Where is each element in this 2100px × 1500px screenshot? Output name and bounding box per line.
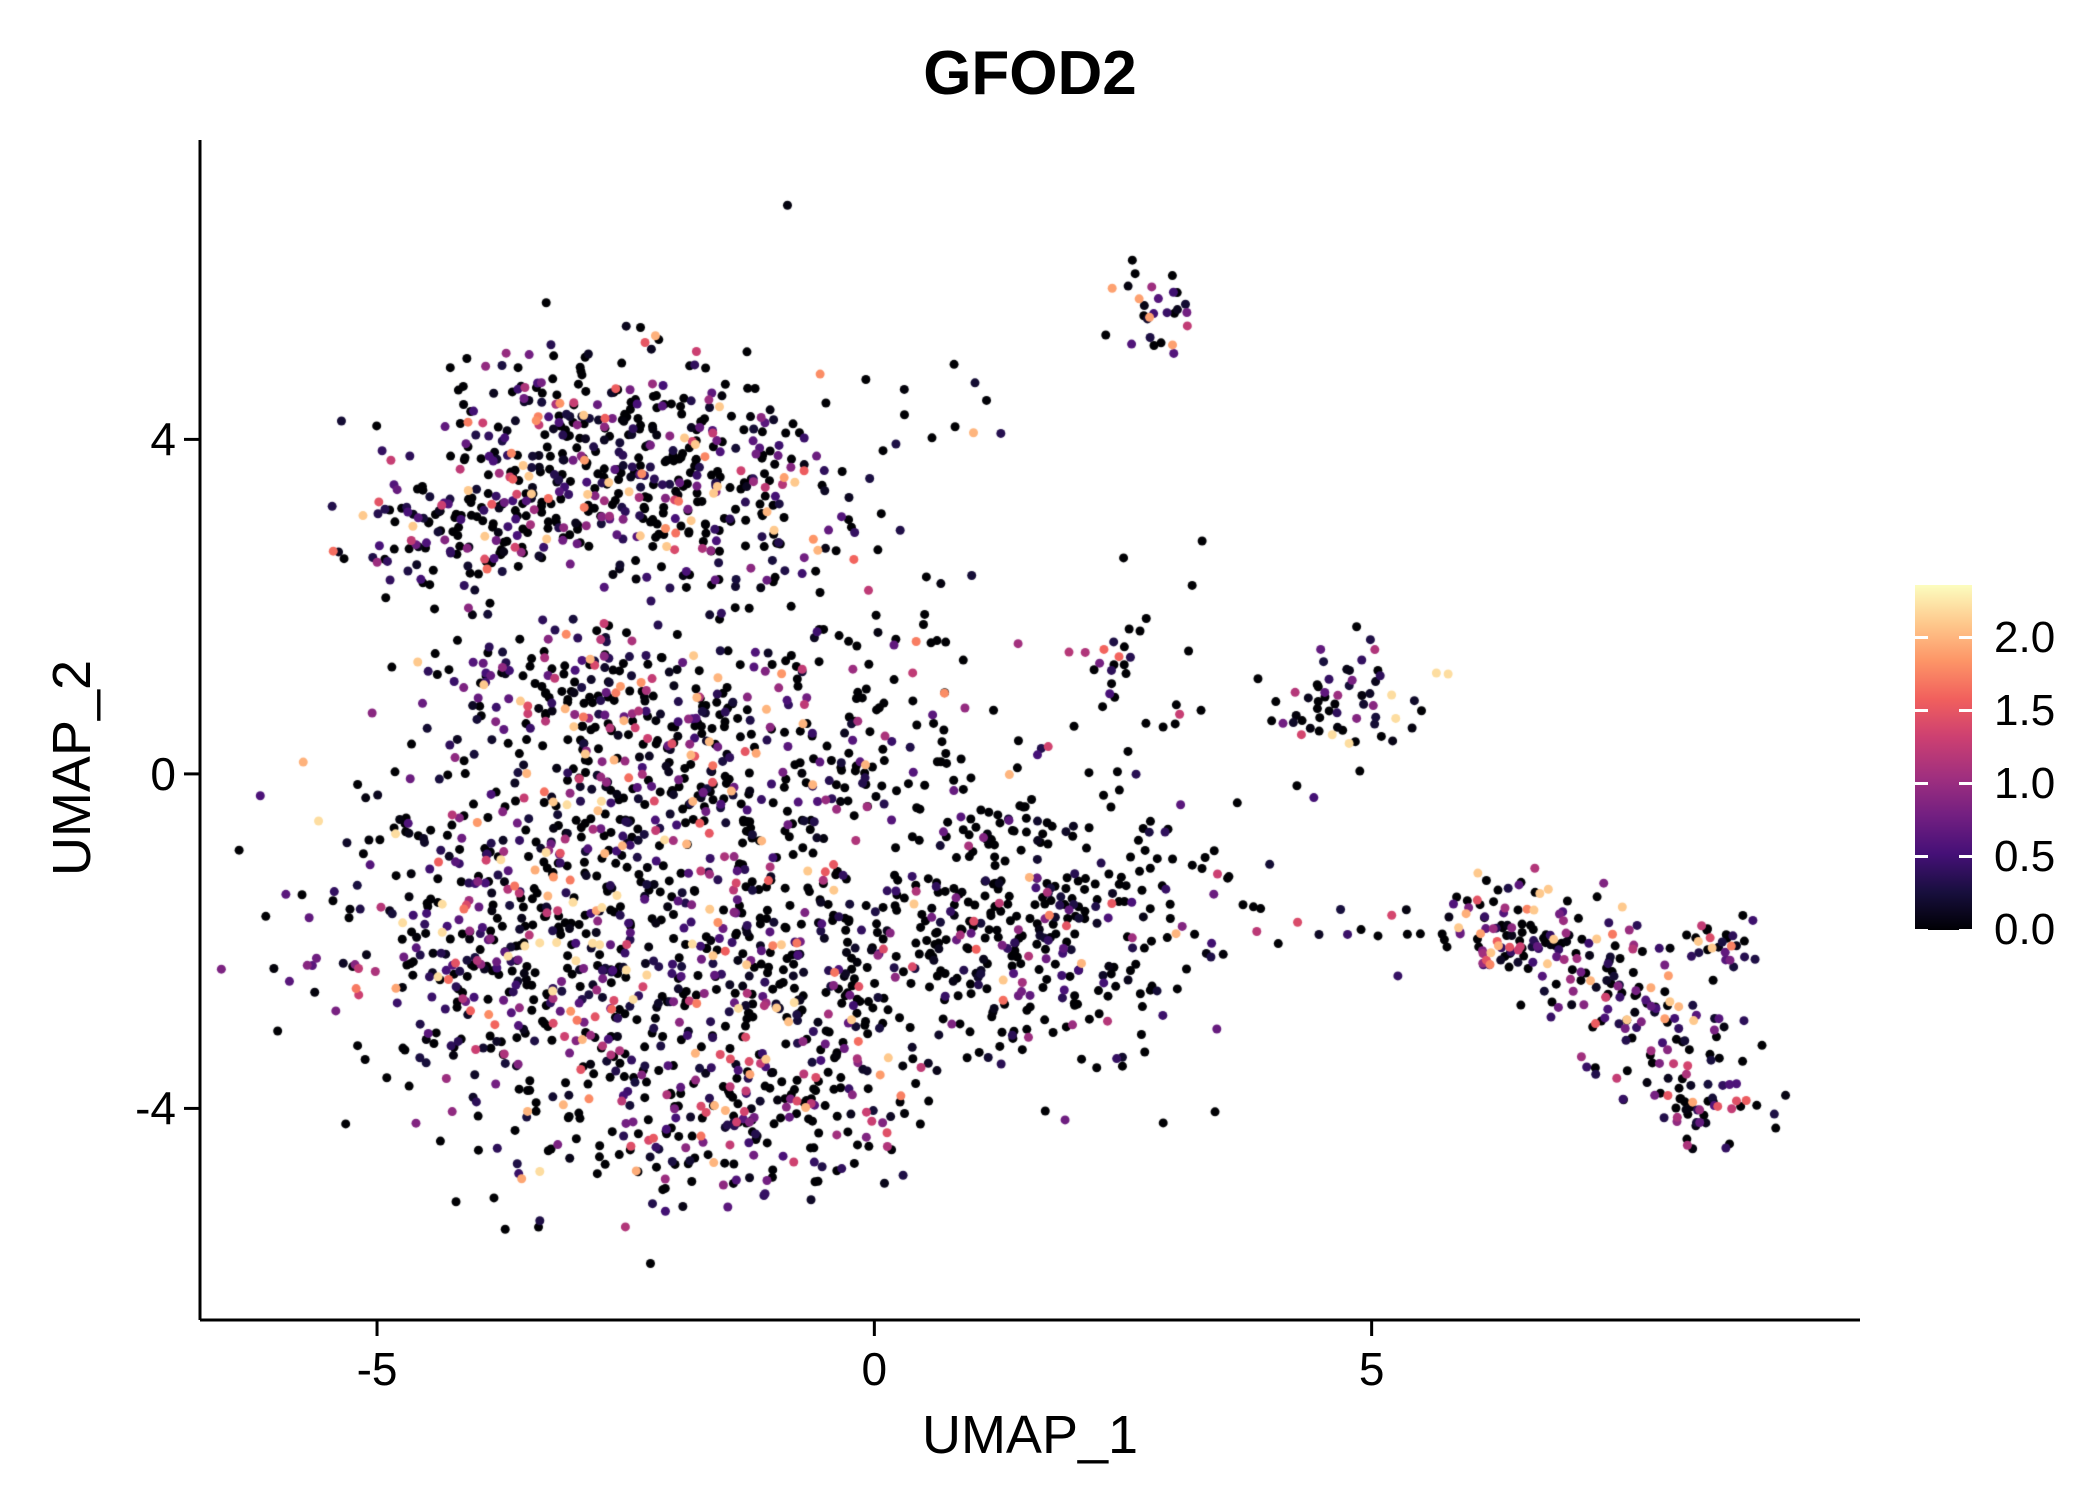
colorbar-tick-mark: [1959, 782, 1972, 786]
colorbar-tick-mark: [1959, 855, 1972, 859]
x-tick-label: -5: [356, 1343, 398, 1395]
colorbar-tick-label: 2.0: [1994, 612, 2056, 662]
colorbar-tick-mark: [1959, 709, 1972, 713]
colorbar-tick-mark: [1915, 636, 1928, 640]
y-tick-label: 0: [150, 747, 176, 800]
colorbar-tick-label: 0.5: [1994, 831, 2056, 881]
colorbar-tick-mark: [1915, 928, 1928, 932]
y-axis-title: UMAP_2: [42, 659, 102, 877]
y-tick-label: -4: [135, 1082, 176, 1135]
x-tick-label: 0: [861, 1343, 888, 1395]
colorbar-tick-mark: [1915, 855, 1928, 859]
expression-colorbar: [1915, 585, 1972, 930]
x-tick-label: 5: [1358, 1343, 1385, 1395]
colorbar-tick-label: 0.0: [1994, 905, 2056, 954]
x-axis-title: UMAP_1: [921, 1405, 1139, 1465]
colorbar-tick-label: 1.5: [1994, 685, 2056, 735]
colorbar-tick-mark: [1959, 636, 1972, 640]
colorbar-tick-mark: [1915, 709, 1928, 713]
colorbar-tick-mark: [1959, 928, 1972, 932]
colorbar-tick-mark: [1915, 782, 1928, 786]
y-tick-label: 4: [150, 413, 176, 466]
chart-title: GFOD2: [923, 39, 1137, 108]
colorbar-tick-label: 1.0: [1994, 758, 2056, 808]
